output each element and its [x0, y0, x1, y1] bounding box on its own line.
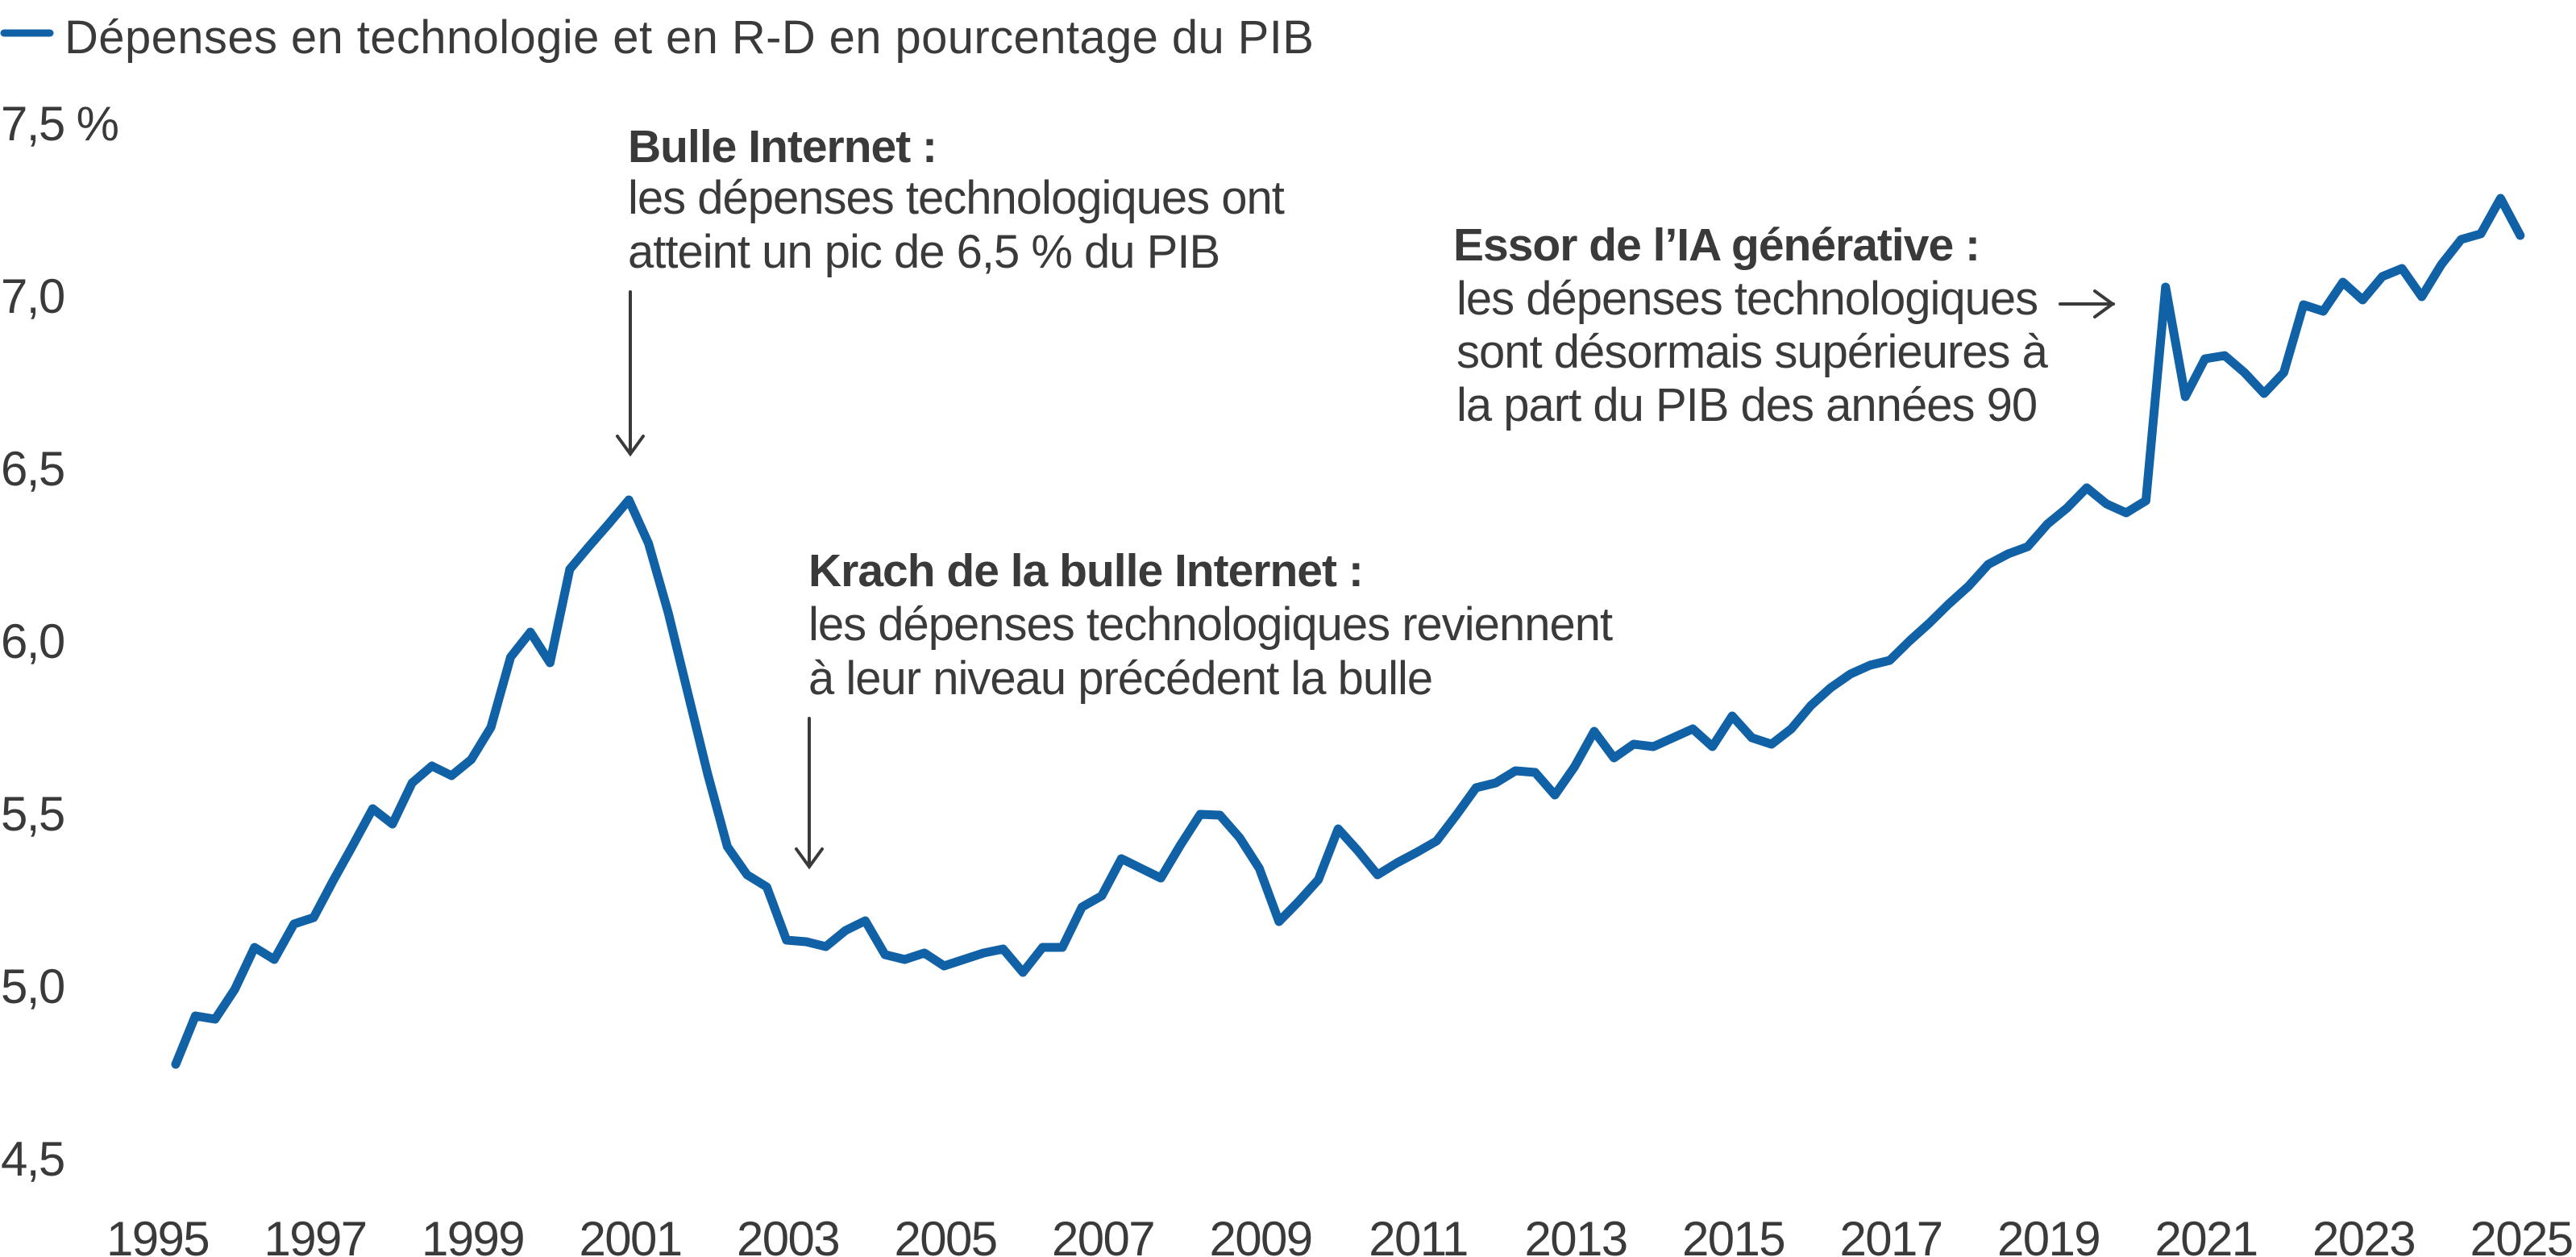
svg-text:Bulle Internet :: Bulle Internet : [628, 121, 937, 173]
svg-text:2017: 2017 [1839, 1212, 1942, 1257]
svg-text:2009: 2009 [1209, 1212, 1311, 1257]
svg-text:2023: 2023 [2312, 1212, 2415, 1257]
svg-text:2001: 2001 [579, 1212, 681, 1257]
svg-text:sont désormais supérieures à: sont désormais supérieures à [1456, 326, 2049, 378]
svg-text:2015: 2015 [1682, 1212, 1785, 1257]
svg-text:la part du PIB des années 90: la part du PIB des années 90 [1456, 379, 2037, 431]
svg-text:les dépenses technologiques re: les dépenses technologiques reviennent [808, 598, 1613, 651]
svg-text:1997: 1997 [264, 1212, 366, 1257]
svg-text:5,5: 5,5 [1, 787, 64, 841]
svg-text:6,0: 6,0 [1, 614, 64, 668]
svg-text:7,5 %: 7,5 % [1, 97, 118, 151]
svg-text:à leur niveau précédent la bul: à leur niveau précédent la bulle [808, 652, 1432, 705]
svg-text:2025: 2025 [2470, 1212, 2572, 1257]
svg-text:2005: 2005 [894, 1212, 996, 1257]
svg-text:2007: 2007 [1052, 1212, 1154, 1257]
svg-text:Krach de la bulle Internet :: Krach de la bulle Internet : [808, 545, 1363, 597]
svg-text:2021: 2021 [2154, 1212, 2257, 1257]
svg-text:Dépenses en technologie et en: Dépenses en technologie et en R-D en pou… [64, 11, 1314, 64]
svg-text:7,0: 7,0 [1, 269, 64, 323]
svg-text:1995: 1995 [106, 1212, 209, 1257]
svg-text:2011: 2011 [1369, 1212, 1468, 1257]
svg-text:les dépenses technologiques on: les dépenses technologiques ont [628, 172, 1285, 224]
svg-text:2013: 2013 [1524, 1212, 1627, 1257]
svg-text:6,5: 6,5 [1, 442, 64, 496]
svg-text:5,0: 5,0 [1, 959, 64, 1014]
svg-text:2003: 2003 [737, 1212, 839, 1257]
svg-text:1999: 1999 [422, 1212, 524, 1257]
svg-text:Essor de l’IA générative :: Essor de l’IA générative : [1453, 219, 1980, 271]
svg-text:4,5: 4,5 [1, 1132, 64, 1186]
svg-text:atteint un pic de 6,5 % du PIB: atteint un pic de 6,5 % du PIB [628, 226, 1219, 278]
svg-text:les dépenses technologiques: les dépenses technologiques [1456, 273, 2038, 325]
svg-text:2019: 2019 [1997, 1212, 2100, 1257]
